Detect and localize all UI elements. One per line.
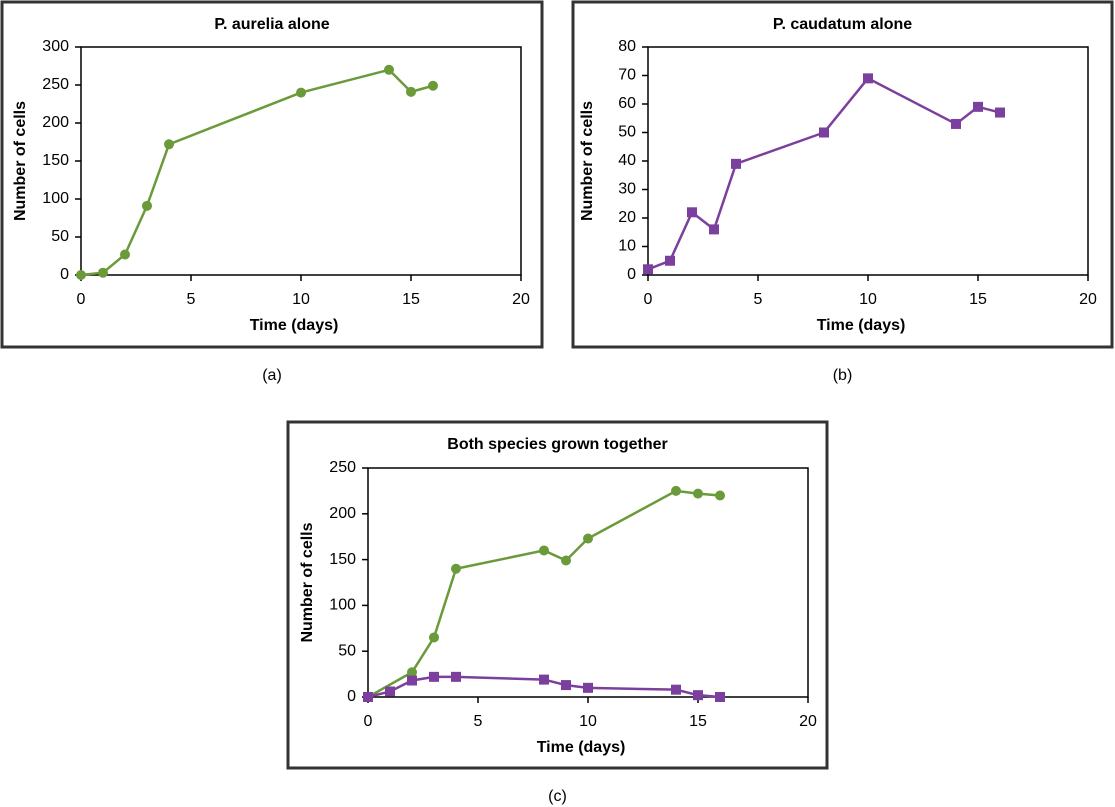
y-tick-label: 250 xyxy=(329,459,356,476)
x-tick-label: 20 xyxy=(1079,291,1097,308)
marker xyxy=(709,224,719,235)
marker xyxy=(451,563,461,574)
x-axis-label: Time (days) xyxy=(537,739,626,756)
x-tick-label: 0 xyxy=(77,291,86,308)
y-axis-label: Number of cells xyxy=(299,522,316,642)
marker xyxy=(693,488,703,499)
marker xyxy=(164,139,174,150)
plot-frame xyxy=(367,467,809,698)
marker xyxy=(951,118,961,129)
caption: (a) xyxy=(262,367,282,384)
marker xyxy=(98,267,108,278)
y-tick-label: 0 xyxy=(627,266,636,283)
marker xyxy=(363,692,373,702)
panel-border xyxy=(0,0,544,349)
y-tick-label: 60 xyxy=(618,95,636,112)
y-tick-label: 10 xyxy=(618,238,636,255)
y-tick-label: 50 xyxy=(51,228,69,245)
marker xyxy=(429,671,439,682)
marker xyxy=(715,490,725,501)
marker xyxy=(561,680,571,691)
y-tick-label: 30 xyxy=(618,181,636,198)
marker xyxy=(665,255,675,266)
marker xyxy=(428,80,438,91)
y-tick-label: 250 xyxy=(42,76,69,93)
y-tick-label: 50 xyxy=(338,642,356,659)
y-tick-label: 100 xyxy=(42,190,69,207)
marker xyxy=(583,682,593,693)
marker xyxy=(385,686,395,697)
marker xyxy=(539,545,549,556)
marker xyxy=(995,107,1005,118)
x-tick-label: 15 xyxy=(689,713,707,730)
marker xyxy=(687,207,697,218)
marker xyxy=(142,200,152,211)
marker xyxy=(76,270,86,280)
marker xyxy=(429,632,439,643)
x-tick-label: 10 xyxy=(579,713,597,730)
chart-title: P. caudatum alone xyxy=(773,16,912,33)
x-tick-label: 10 xyxy=(292,291,310,308)
marker xyxy=(407,675,417,686)
marker xyxy=(120,249,130,260)
x-axis-label: Time (days) xyxy=(250,317,339,334)
x-tick-label: 20 xyxy=(512,291,530,308)
x-tick-label: 0 xyxy=(644,291,653,308)
marker xyxy=(671,485,681,496)
marker xyxy=(451,671,461,682)
y-tick-label: 20 xyxy=(618,209,636,226)
y-tick-label: 150 xyxy=(329,551,356,568)
x-tick-label: 0 xyxy=(364,713,373,730)
y-tick-label: 200 xyxy=(329,505,356,522)
chart-title: P. aurelia alone xyxy=(214,16,329,33)
x-tick-label: 20 xyxy=(799,713,817,730)
x-tick-label: 15 xyxy=(402,291,420,308)
panel-border xyxy=(571,0,1114,349)
y-tick-label: 300 xyxy=(42,38,69,55)
x-axis-label: Time (days) xyxy=(817,317,906,334)
y-tick-label: 80 xyxy=(618,38,636,55)
y-axis-label: Number of cells xyxy=(579,101,596,221)
x-tick-label: 5 xyxy=(474,713,483,730)
y-tick-label: 0 xyxy=(60,266,69,283)
chart-title: Both species grown together xyxy=(447,436,667,453)
x-tick-label: 5 xyxy=(754,291,763,308)
marker xyxy=(693,690,703,701)
marker xyxy=(973,101,983,112)
marker xyxy=(539,674,549,685)
marker xyxy=(715,692,725,702)
y-tick-label: 0 xyxy=(347,688,356,705)
caption: (c) xyxy=(548,788,567,805)
marker xyxy=(671,684,681,695)
panel-border xyxy=(286,420,829,770)
marker xyxy=(731,158,741,169)
plot-frame xyxy=(80,46,522,276)
y-tick-label: 50 xyxy=(618,124,636,141)
x-tick-label: 5 xyxy=(187,291,196,308)
y-tick-label: 70 xyxy=(618,67,636,84)
marker xyxy=(407,667,417,678)
series-line xyxy=(647,76,1001,271)
y-axis-label: Number of cells xyxy=(12,101,29,221)
series-line xyxy=(367,489,721,699)
marker xyxy=(406,86,416,97)
marker xyxy=(583,533,593,544)
marker xyxy=(819,127,829,138)
y-tick-label: 100 xyxy=(329,597,356,614)
y-tick-label: 40 xyxy=(618,152,636,169)
marker xyxy=(384,64,394,75)
caption: (b) xyxy=(833,367,853,384)
y-tick-label: 150 xyxy=(42,152,69,169)
marker xyxy=(863,73,873,84)
marker xyxy=(296,87,306,98)
x-tick-label: 15 xyxy=(969,291,987,308)
marker xyxy=(643,264,653,275)
y-tick-label: 200 xyxy=(42,114,69,131)
marker xyxy=(561,555,571,566)
series-line xyxy=(80,68,434,277)
x-tick-label: 10 xyxy=(859,291,877,308)
